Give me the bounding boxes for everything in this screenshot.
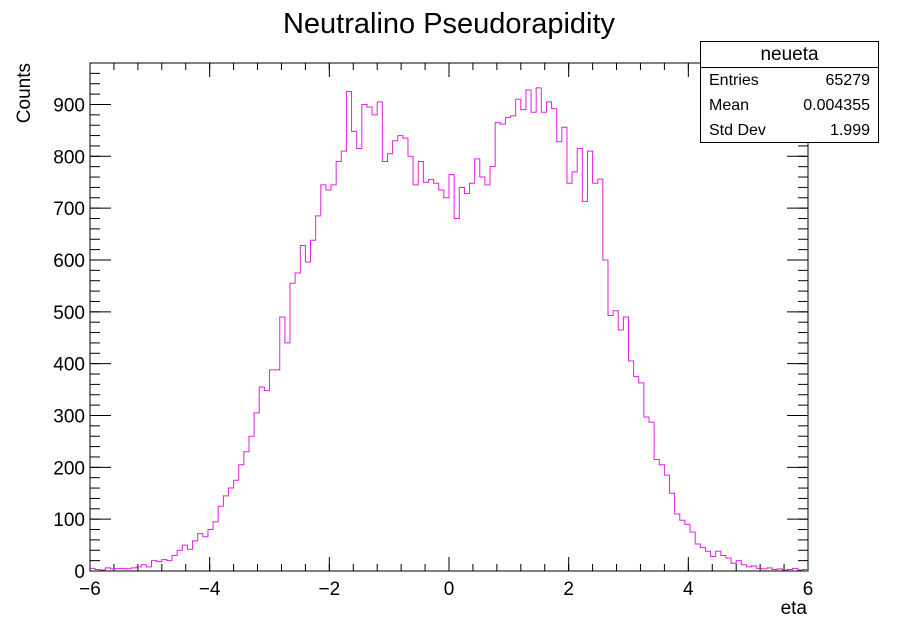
y-axis-label: Counts bbox=[14, 63, 35, 123]
x-axis-label: eta bbox=[781, 598, 808, 619]
y-tick-label: 900 bbox=[53, 95, 85, 116]
y-tick-label: 600 bbox=[53, 251, 85, 272]
y-tick-label: 400 bbox=[53, 355, 85, 376]
x-tick-label: 6 bbox=[803, 579, 814, 600]
axis-tick-labels: −6 −4 −2 0 2 4 6 0 100 200 300 400 500 600 700 800 900 bbox=[53, 95, 813, 600]
stats-entries-label: Entries bbox=[709, 72, 759, 89]
stats-row-stddev: Std Dev 1.999 bbox=[701, 118, 878, 143]
stats-entries-value: 65279 bbox=[825, 72, 871, 89]
y-tick-label: 200 bbox=[53, 458, 85, 479]
stats-stddev-value: 1.999 bbox=[829, 122, 870, 139]
y-tick-label: 500 bbox=[53, 303, 85, 324]
stats-mean-value: 0.004355 bbox=[803, 97, 870, 114]
stats-row-entries: Entries 65279 bbox=[701, 68, 878, 93]
y-tick-label: 300 bbox=[53, 406, 85, 427]
y-tick-label: 700 bbox=[53, 199, 85, 220]
x-tick-label: −6 bbox=[79, 579, 101, 600]
stats-row-mean: Mean 0.004355 bbox=[701, 93, 878, 118]
chart-title: Neutralino Pseudorapidity bbox=[283, 8, 616, 40]
y-tick-label: 0 bbox=[74, 562, 85, 583]
stats-mean-label: Mean bbox=[709, 97, 750, 114]
x-tick-label: 0 bbox=[444, 579, 455, 600]
stats-stddev-label: Std Dev bbox=[709, 122, 766, 139]
x-tick-label: 2 bbox=[563, 579, 574, 600]
x-tick-label: −2 bbox=[318, 579, 340, 600]
stats-box: neueta Entries 65279 Mean 0.004355 Std D… bbox=[700, 41, 879, 143]
histogram-line bbox=[90, 87, 808, 571]
stats-title: neueta bbox=[701, 42, 878, 68]
y-tick-label: 800 bbox=[53, 147, 85, 168]
x-tick-label: −4 bbox=[199, 579, 221, 600]
x-tick-label: 4 bbox=[683, 579, 694, 600]
y-tick-label: 100 bbox=[53, 510, 85, 531]
